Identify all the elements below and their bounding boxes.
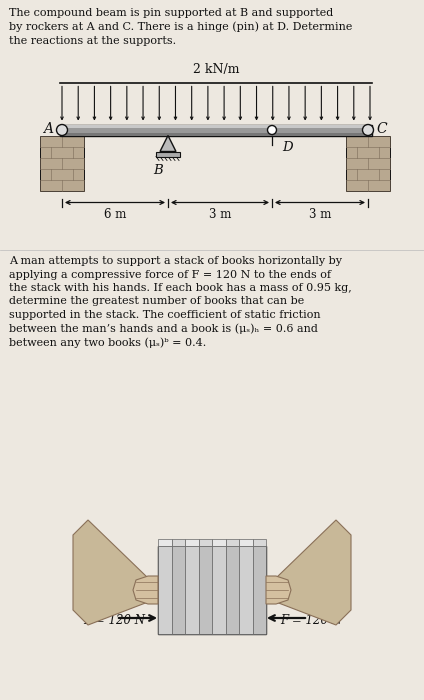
Text: between the man’s hands and a book is (μₛ)ₕ = 0.6 and: between the man’s hands and a book is (μ… bbox=[9, 323, 318, 334]
Text: D: D bbox=[282, 141, 293, 154]
Text: determine the greatest number of books that can be: determine the greatest number of books t… bbox=[9, 297, 304, 307]
Bar bbox=[158, 546, 266, 634]
Text: applying a compressive force of F = 120 N to the ends of: applying a compressive force of F = 120 … bbox=[9, 270, 331, 279]
Circle shape bbox=[363, 125, 374, 136]
Bar bbox=[158, 546, 171, 634]
Polygon shape bbox=[158, 539, 171, 546]
Bar bbox=[60, 125, 372, 136]
Text: A man attempts to support a stack of books horizontally by: A man attempts to support a stack of boo… bbox=[9, 256, 342, 266]
Bar bbox=[60, 133, 372, 136]
Text: 3 m: 3 m bbox=[209, 209, 231, 221]
Circle shape bbox=[268, 125, 276, 134]
Bar bbox=[226, 546, 239, 634]
Text: The compound beam is pin supported at B and supported: The compound beam is pin supported at B … bbox=[9, 8, 333, 18]
Polygon shape bbox=[198, 539, 212, 546]
Text: by rockers at A and C. There is a hinge (pin) at D. Determine: by rockers at A and C. There is a hinge … bbox=[9, 22, 352, 32]
Polygon shape bbox=[253, 539, 266, 546]
Polygon shape bbox=[185, 539, 198, 546]
Text: supported in the stack. The coefficient of static friction: supported in the stack. The coefficient … bbox=[9, 310, 321, 320]
Circle shape bbox=[56, 125, 67, 136]
Text: F = 120 N: F = 120 N bbox=[83, 613, 145, 626]
Polygon shape bbox=[212, 539, 226, 546]
Text: F = 120 N: F = 120 N bbox=[280, 613, 342, 626]
Polygon shape bbox=[73, 520, 158, 625]
Text: A: A bbox=[43, 122, 53, 136]
Polygon shape bbox=[239, 539, 253, 546]
Bar bbox=[156, 151, 180, 157]
Bar bbox=[253, 546, 266, 634]
Text: 2 kN/m: 2 kN/m bbox=[193, 62, 239, 76]
Text: C: C bbox=[377, 122, 387, 136]
Polygon shape bbox=[226, 539, 239, 546]
Bar bbox=[60, 125, 372, 128]
Polygon shape bbox=[266, 520, 351, 625]
Bar bbox=[212, 546, 226, 634]
Bar bbox=[185, 546, 198, 634]
Polygon shape bbox=[133, 576, 158, 604]
Bar bbox=[40, 136, 84, 190]
Text: the stack with his hands. If each book has a mass of 0.95 kg,: the stack with his hands. If each book h… bbox=[9, 283, 352, 293]
Text: 3 m: 3 m bbox=[309, 209, 331, 221]
Bar bbox=[239, 546, 253, 634]
Text: between any two books (μₛ)ᵇ = 0.4.: between any two books (μₛ)ᵇ = 0.4. bbox=[9, 337, 206, 348]
Text: the reactions at the supports.: the reactions at the supports. bbox=[9, 36, 176, 46]
Bar bbox=[171, 546, 185, 634]
Polygon shape bbox=[171, 539, 185, 546]
Polygon shape bbox=[160, 136, 176, 151]
Text: 6 m: 6 m bbox=[104, 209, 126, 221]
Text: B: B bbox=[153, 164, 163, 178]
Bar bbox=[346, 136, 390, 190]
Bar bbox=[198, 546, 212, 634]
Polygon shape bbox=[266, 576, 291, 604]
